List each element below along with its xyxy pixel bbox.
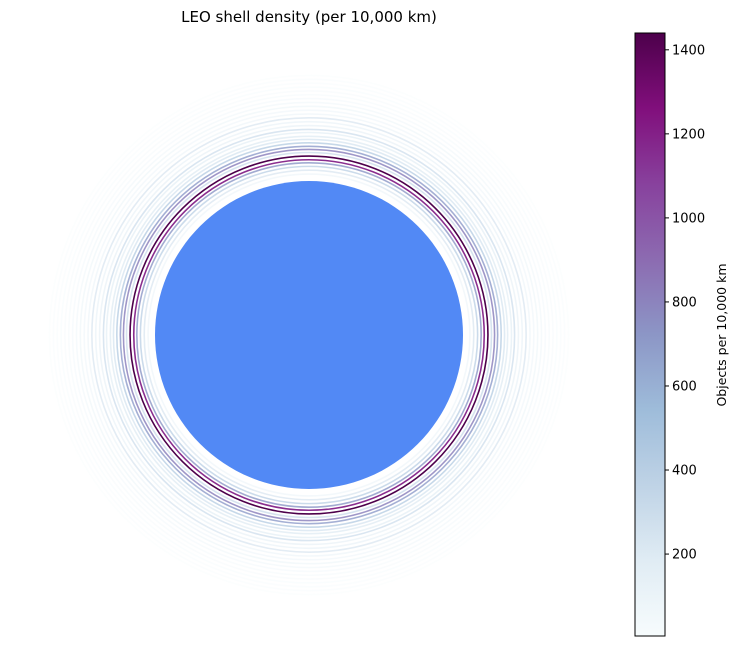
earth-disk xyxy=(155,181,463,489)
colorbar-ticks: 200 400 600 800 1000 1200 1400 xyxy=(665,43,705,563)
shell-ring xyxy=(60,86,558,584)
chart-title: LEO shell density (per 10,000 km) xyxy=(181,8,437,26)
colorbar-gradient xyxy=(634,32,666,637)
colorbar-tick-label: 800 xyxy=(672,295,697,310)
shell-ring xyxy=(98,124,520,546)
shell-ring xyxy=(122,148,496,522)
shell-ring xyxy=(75,101,543,569)
shell-ring xyxy=(91,117,527,553)
shell-ring xyxy=(125,151,493,519)
colorbar-label: Objects per 10,000 km xyxy=(714,263,729,406)
shell-ring xyxy=(67,93,551,577)
shell-ring xyxy=(64,90,554,580)
shell-ring xyxy=(71,97,547,573)
shell-ring xyxy=(132,158,486,512)
colorbar-tick-label: 1400 xyxy=(672,43,705,58)
shell-ring xyxy=(105,131,513,539)
shell-ring xyxy=(129,155,489,515)
shell-ring xyxy=(48,74,570,596)
shell-ring xyxy=(83,109,535,561)
shell-ring xyxy=(116,142,502,528)
shell-ring xyxy=(147,173,471,497)
shell-ring xyxy=(112,138,506,532)
orbital-shells xyxy=(48,74,570,596)
shell-ring xyxy=(52,78,566,592)
shell-ring xyxy=(109,135,509,535)
colorbar-tick-label: 1200 xyxy=(672,127,705,142)
colorbar: 200 400 600 800 1000 1200 1400 Objects per 10,… xyxy=(634,32,729,637)
shell-ring xyxy=(79,105,539,565)
shell-ring xyxy=(87,113,531,557)
shell-ring xyxy=(56,82,562,588)
shell-ring xyxy=(136,162,482,508)
shell-ring xyxy=(143,169,475,501)
shell-ring xyxy=(102,128,516,542)
shell-ring xyxy=(119,145,499,525)
shell-ring xyxy=(139,165,479,505)
colorbar-tick-label: 400 xyxy=(672,464,697,479)
colorbar-tick-label: 600 xyxy=(672,379,697,394)
colorbar-tick-label: 200 xyxy=(672,548,697,563)
colorbar-tick-label: 1000 xyxy=(672,211,705,226)
shell-ring xyxy=(94,120,524,550)
